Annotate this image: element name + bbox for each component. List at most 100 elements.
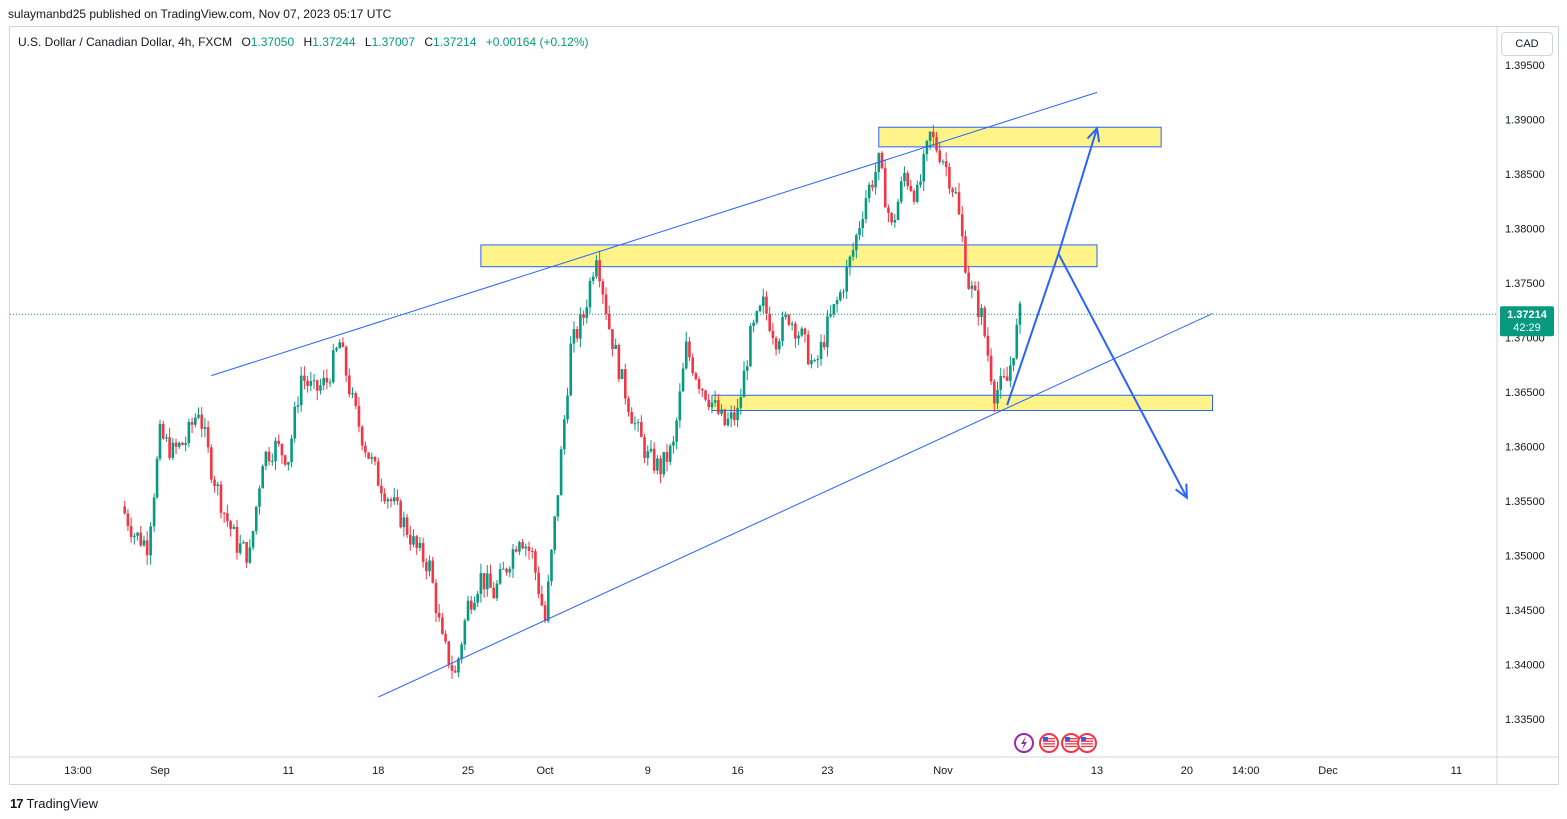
candle-body bbox=[245, 542, 248, 563]
candle-body bbox=[636, 422, 640, 424]
candle-body bbox=[768, 313, 771, 331]
candle-body bbox=[181, 442, 184, 445]
candle-body bbox=[627, 398, 630, 413]
candle-body bbox=[453, 670, 457, 673]
candle-body bbox=[309, 381, 313, 386]
arrowhead bbox=[1174, 483, 1188, 500]
price-tick-label: 1.36500 bbox=[1505, 387, 1545, 399]
candle-body bbox=[822, 342, 826, 348]
candle-body bbox=[405, 517, 409, 535]
candle-body bbox=[463, 620, 467, 645]
candle-body bbox=[450, 665, 454, 671]
currency-button[interactable]: CAD bbox=[1501, 32, 1553, 56]
open-value: 1.37050 bbox=[250, 35, 295, 49]
candle-body bbox=[331, 350, 335, 383]
us-flag-event-icon bbox=[1061, 733, 1081, 753]
candle-body bbox=[210, 447, 213, 480]
candle-body bbox=[925, 140, 929, 155]
candle-body bbox=[206, 427, 210, 448]
candle-body bbox=[306, 380, 309, 386]
candle-body bbox=[197, 414, 200, 418]
candle-body bbox=[271, 460, 274, 462]
candle-body bbox=[434, 582, 438, 614]
symbol-name: U.S. Dollar / Canadian Dollar, 4h, FXCM bbox=[18, 35, 233, 49]
candle-body bbox=[774, 338, 778, 350]
candle-body bbox=[944, 161, 948, 167]
time-tick-label: Nov bbox=[933, 765, 953, 777]
candle-body bbox=[810, 360, 813, 365]
candle-body bbox=[444, 633, 447, 642]
candle-body bbox=[129, 526, 133, 537]
candle-body bbox=[778, 341, 781, 350]
candle-body bbox=[553, 516, 556, 550]
candle-body bbox=[229, 521, 232, 529]
candle-body bbox=[858, 228, 861, 236]
candle-body bbox=[659, 458, 662, 475]
candle-body bbox=[319, 385, 322, 391]
candle-body bbox=[867, 184, 871, 199]
open-label: O bbox=[241, 35, 251, 49]
candle-body bbox=[566, 395, 569, 420]
candle-body bbox=[145, 540, 149, 556]
candle-body bbox=[534, 551, 537, 573]
high-label: H bbox=[303, 35, 313, 49]
tradingview-logo-icon: 17 bbox=[10, 796, 24, 811]
candle-body bbox=[171, 442, 175, 458]
price-tick-label: 1.38500 bbox=[1505, 169, 1545, 181]
candle-body bbox=[733, 412, 736, 420]
candle-body bbox=[559, 449, 563, 496]
candle-body bbox=[370, 457, 374, 459]
candle-body bbox=[668, 445, 672, 462]
candle-body bbox=[376, 461, 380, 486]
candle-body bbox=[729, 412, 733, 419]
candle-body bbox=[540, 593, 544, 606]
candle-body bbox=[790, 323, 794, 325]
candle-body bbox=[341, 342, 345, 347]
candle-body bbox=[957, 192, 961, 215]
candle-body bbox=[723, 409, 727, 426]
price-tick-label: 1.33500 bbox=[1505, 714, 1545, 726]
candle-body bbox=[874, 172, 877, 188]
candle-body bbox=[457, 658, 460, 673]
candle-body bbox=[887, 207, 890, 213]
candle-body bbox=[922, 154, 926, 182]
us-flag-event-icon bbox=[1077, 733, 1097, 753]
upper-trendline bbox=[211, 91, 1098, 377]
candle-body bbox=[312, 380, 316, 382]
time-tick-label: 20 bbox=[1181, 765, 1193, 777]
candle-body bbox=[903, 173, 906, 182]
candle-body bbox=[800, 328, 804, 336]
candle-body bbox=[418, 543, 422, 548]
candle-body bbox=[412, 536, 415, 545]
candle-body bbox=[883, 168, 887, 208]
candle-body bbox=[447, 641, 451, 666]
candle-body bbox=[630, 412, 634, 424]
candle-body bbox=[373, 457, 377, 462]
candle-body bbox=[999, 376, 1003, 390]
candle-body bbox=[524, 546, 528, 549]
candle-body bbox=[803, 328, 807, 335]
candle-body bbox=[996, 389, 999, 404]
candle-body bbox=[976, 290, 980, 318]
candle-body bbox=[274, 440, 277, 461]
candle-body bbox=[954, 192, 958, 194]
symbol-legend: U.S. Dollar / Canadian Dollar, 4h, FXCM … bbox=[18, 35, 589, 49]
candle-body bbox=[980, 307, 983, 318]
candle-body bbox=[588, 280, 592, 308]
candle-body bbox=[797, 335, 800, 339]
candle-body bbox=[354, 393, 358, 406]
candle-body bbox=[623, 369, 627, 399]
candle-body bbox=[389, 499, 393, 502]
us-flag-event-icon bbox=[1039, 733, 1059, 753]
candle-body bbox=[351, 393, 354, 395]
last-price-tag bbox=[1500, 306, 1554, 337]
candle-body bbox=[328, 382, 332, 384]
candle-body bbox=[335, 348, 338, 351]
candle-body bbox=[216, 484, 220, 486]
candle-body bbox=[518, 542, 521, 552]
candle-body bbox=[213, 479, 216, 486]
price-tick-label: 1.34500 bbox=[1505, 605, 1545, 617]
candle-body bbox=[428, 560, 431, 572]
arrowhead bbox=[1086, 126, 1101, 143]
